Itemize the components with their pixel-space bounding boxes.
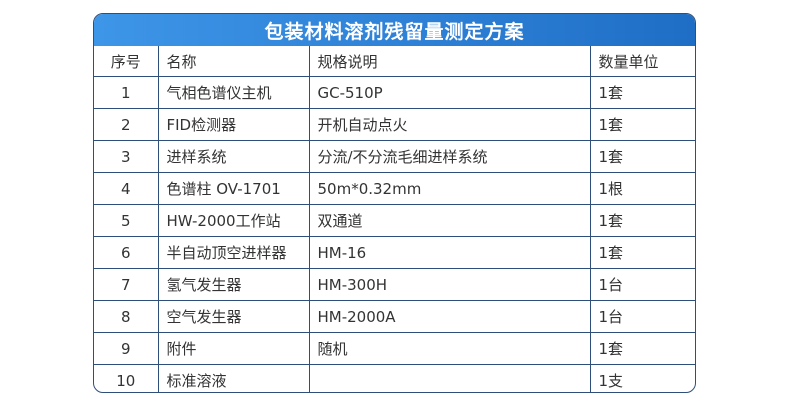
cell-quantity: 1支: [589, 364, 695, 392]
cell-index: 4: [94, 172, 159, 205]
cell-index: 10: [94, 364, 159, 392]
cell-spec: HM-300H: [308, 268, 591, 301]
cell-name: 空气发生器: [157, 300, 310, 333]
cell-quantity: 1根: [589, 172, 695, 205]
cell-quantity: 1套: [589, 204, 695, 237]
cell-name: 气相色谱仪主机: [157, 76, 310, 109]
cell-name: 附件: [157, 332, 310, 365]
cell-quantity: 1套: [589, 236, 695, 269]
table-row: 2 FID检测器 开机自动点火 1套: [94, 108, 695, 141]
table-row: 5 HW-2000工作站 双通道 1套: [94, 204, 695, 237]
cell-quantity: 1套: [589, 140, 695, 173]
cell-index: 7: [94, 268, 159, 301]
cell-spec: HM-16: [308, 236, 591, 269]
cell-spec: GC-510P: [308, 76, 591, 109]
cell-name: 氢气发生器: [157, 268, 310, 301]
header-row: 序号 名称 规格说明 数量单位: [94, 46, 695, 77]
equipment-table-card: 包装材料溶剂残留量测定方案 序号 名称 规格说明 数量单位 1 气相色谱仪主机 GC…: [93, 13, 696, 393]
cell-quantity: 1台: [589, 300, 695, 333]
cell-index: 3: [94, 140, 159, 173]
table-title: 包装材料溶剂残留量测定方案: [94, 14, 695, 46]
table-row: 9 附件 随机 1套: [94, 332, 695, 365]
cell-spec: [308, 364, 591, 392]
table-row: 1 气相色谱仪主机 GC-510P 1套: [94, 76, 695, 109]
table-row: 10 标准溶液 1支: [94, 364, 695, 392]
cell-name: FID检测器: [157, 108, 310, 141]
cell-index: 8: [94, 300, 159, 333]
table-row: 3 进样系统 分流/不分流毛细进样系统 1套: [94, 140, 695, 173]
cell-spec: 分流/不分流毛细进样系统: [308, 140, 591, 173]
table-row: 7 氢气发生器 HM-300H 1台: [94, 268, 695, 301]
cell-spec: HM-2000A: [308, 300, 591, 333]
cell-quantity: 1套: [589, 76, 695, 109]
cell-quantity: 1台: [589, 268, 695, 301]
cell-quantity: 1套: [589, 332, 695, 365]
cell-quantity: 1套: [589, 108, 695, 141]
table-row: 8 空气发生器 HM-2000A 1台: [94, 300, 695, 333]
cell-spec: 双通道: [308, 204, 591, 237]
cell-index: 1: [94, 76, 159, 109]
header-index: 序号: [94, 46, 159, 77]
cell-name: 进样系统: [157, 140, 310, 173]
header-name: 名称: [157, 46, 310, 77]
cell-name: 色谱柱 OV-1701: [157, 172, 310, 205]
header-quantity: 数量单位: [589, 46, 695, 77]
cell-index: 5: [94, 204, 159, 237]
table-row: 4 色谱柱 OV-1701 50m*0.32mm 1根: [94, 172, 695, 205]
equipment-table: 序号 名称 规格说明 数量单位 1 气相色谱仪主机 GC-510P 1套 2 FID检测器…: [94, 46, 695, 392]
cell-index: 2: [94, 108, 159, 141]
header-spec: 规格说明: [308, 46, 591, 77]
cell-spec: 开机自动点火: [308, 108, 591, 141]
cell-name: 标准溶液: [157, 364, 310, 392]
cell-spec: 50m*0.32mm: [308, 172, 591, 205]
cell-name: 半自动顶空进样器: [157, 236, 310, 269]
cell-index: 6: [94, 236, 159, 269]
cell-spec: 随机: [308, 332, 591, 365]
cell-name: HW-2000工作站: [157, 204, 310, 237]
cell-index: 9: [94, 332, 159, 365]
table-row: 6 半自动顶空进样器 HM-16 1套: [94, 236, 695, 269]
